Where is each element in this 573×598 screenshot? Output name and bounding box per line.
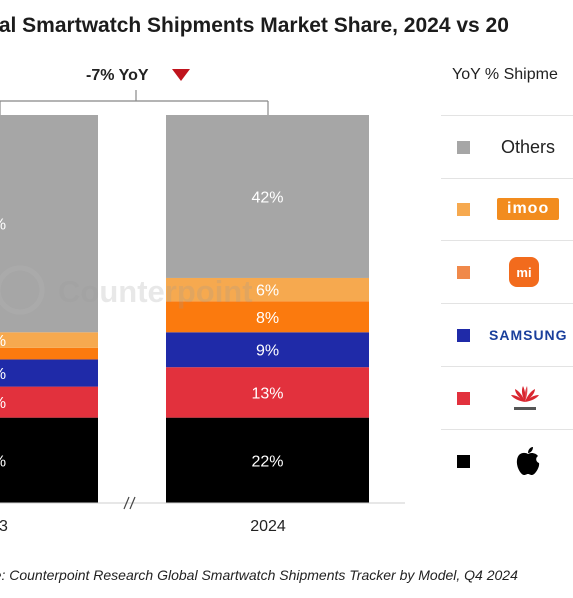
chart-title: bal Smartwatch Shipments Market Share, 2… bbox=[0, 14, 509, 37]
data-label-others-2024: 42% bbox=[251, 189, 283, 206]
others-label: Others bbox=[501, 136, 556, 157]
legend-item-imoo: imoo bbox=[441, 178, 573, 241]
data-label-xiaomi-2024: 8% bbox=[256, 310, 279, 327]
watermark-text: Counterpoint bbox=[58, 274, 253, 309]
data-label-imoo-2023: % bbox=[0, 333, 6, 350]
source-note: rce: Counterpoint Research Global Smartw… bbox=[0, 567, 518, 583]
bars-group: %%%%% 22% 13% 9% 8% 6% 42% bbox=[0, 115, 369, 503]
imoo-logo-text: imoo bbox=[497, 198, 560, 220]
xiaomi-logo-text: mi bbox=[509, 257, 539, 287]
legend-item-others: Others bbox=[441, 115, 573, 179]
legend-item-apple bbox=[441, 430, 573, 492]
samsung-logo-icon: SAMSUNG bbox=[489, 304, 568, 366]
down-triangle-icon bbox=[172, 69, 190, 81]
huawei-flower-icon bbox=[511, 386, 539, 410]
bar-segment-others-2023 bbox=[0, 115, 98, 333]
legend-header: YoY % Shipme bbox=[452, 66, 558, 83]
legend-swatch-apple bbox=[457, 455, 470, 468]
bar-segment-imoo-2023 bbox=[0, 332, 98, 348]
watermark-logo: Counterpoint bbox=[0, 265, 253, 315]
apple-logo-icon bbox=[493, 430, 543, 492]
bar-segment-xiaomi-2024 bbox=[166, 301, 369, 333]
yoy-bracket: -7% YoY bbox=[0, 67, 269, 115]
bar-segment-huawei-2023 bbox=[0, 386, 98, 418]
huawei-logo-icon bbox=[493, 367, 545, 429]
yoy-annotation: -7% YoY bbox=[86, 67, 149, 84]
legend-swatch-imoo bbox=[457, 203, 470, 216]
data-label-samsung-2023: % bbox=[0, 366, 6, 383]
imoo-logo-icon: imoo bbox=[493, 178, 560, 240]
data-label-others-2023: % bbox=[0, 217, 6, 234]
xiaomi-logo-icon: mi bbox=[493, 241, 539, 303]
data-label-imoo-2024: 6% bbox=[256, 283, 279, 300]
x-axis-labels: 23 2024 bbox=[0, 518, 286, 535]
legend-swatch-others bbox=[457, 141, 470, 154]
legend-swatch-huawei bbox=[457, 392, 470, 405]
bar-segment-apple-2023 bbox=[0, 417, 98, 503]
data-label-huawei-2023: % bbox=[0, 395, 6, 412]
samsung-logo-text: SAMSUNG bbox=[489, 327, 568, 343]
bar-segment-others-2024 bbox=[166, 115, 369, 278]
x-tick-label: 2024 bbox=[250, 518, 286, 535]
legend-label-others: Others bbox=[493, 116, 555, 178]
data-label-huawei-2024: 13% bbox=[251, 385, 283, 402]
data-label-samsung-2024: 9% bbox=[256, 343, 279, 360]
data-label-apple-2024: 22% bbox=[251, 453, 283, 470]
x-tick-label: 23 bbox=[0, 518, 8, 535]
bar-segment-samsung-2024 bbox=[166, 332, 369, 368]
bar-segment-imoo-2024 bbox=[166, 277, 369, 302]
bar-segment-xiaomi-2023 bbox=[0, 347, 98, 360]
data-label-apple-2023: % bbox=[0, 453, 6, 470]
legend-item-samsung: SAMSUNG bbox=[441, 304, 573, 367]
apple-logo-svg bbox=[516, 447, 540, 475]
bar-segment-huawei-2024 bbox=[166, 367, 369, 418]
legend-swatch-xiaomi bbox=[457, 266, 470, 279]
legend-item-huawei bbox=[441, 367, 573, 430]
bar-segment-apple-2024 bbox=[166, 417, 369, 503]
axis-break-icon bbox=[123, 496, 136, 510]
legend-swatch-samsung bbox=[457, 329, 470, 342]
watermark-circle-icon bbox=[0, 265, 45, 315]
bar-segment-samsung-2023 bbox=[0, 359, 98, 387]
legend-item-xiaomi: mi bbox=[441, 241, 573, 304]
